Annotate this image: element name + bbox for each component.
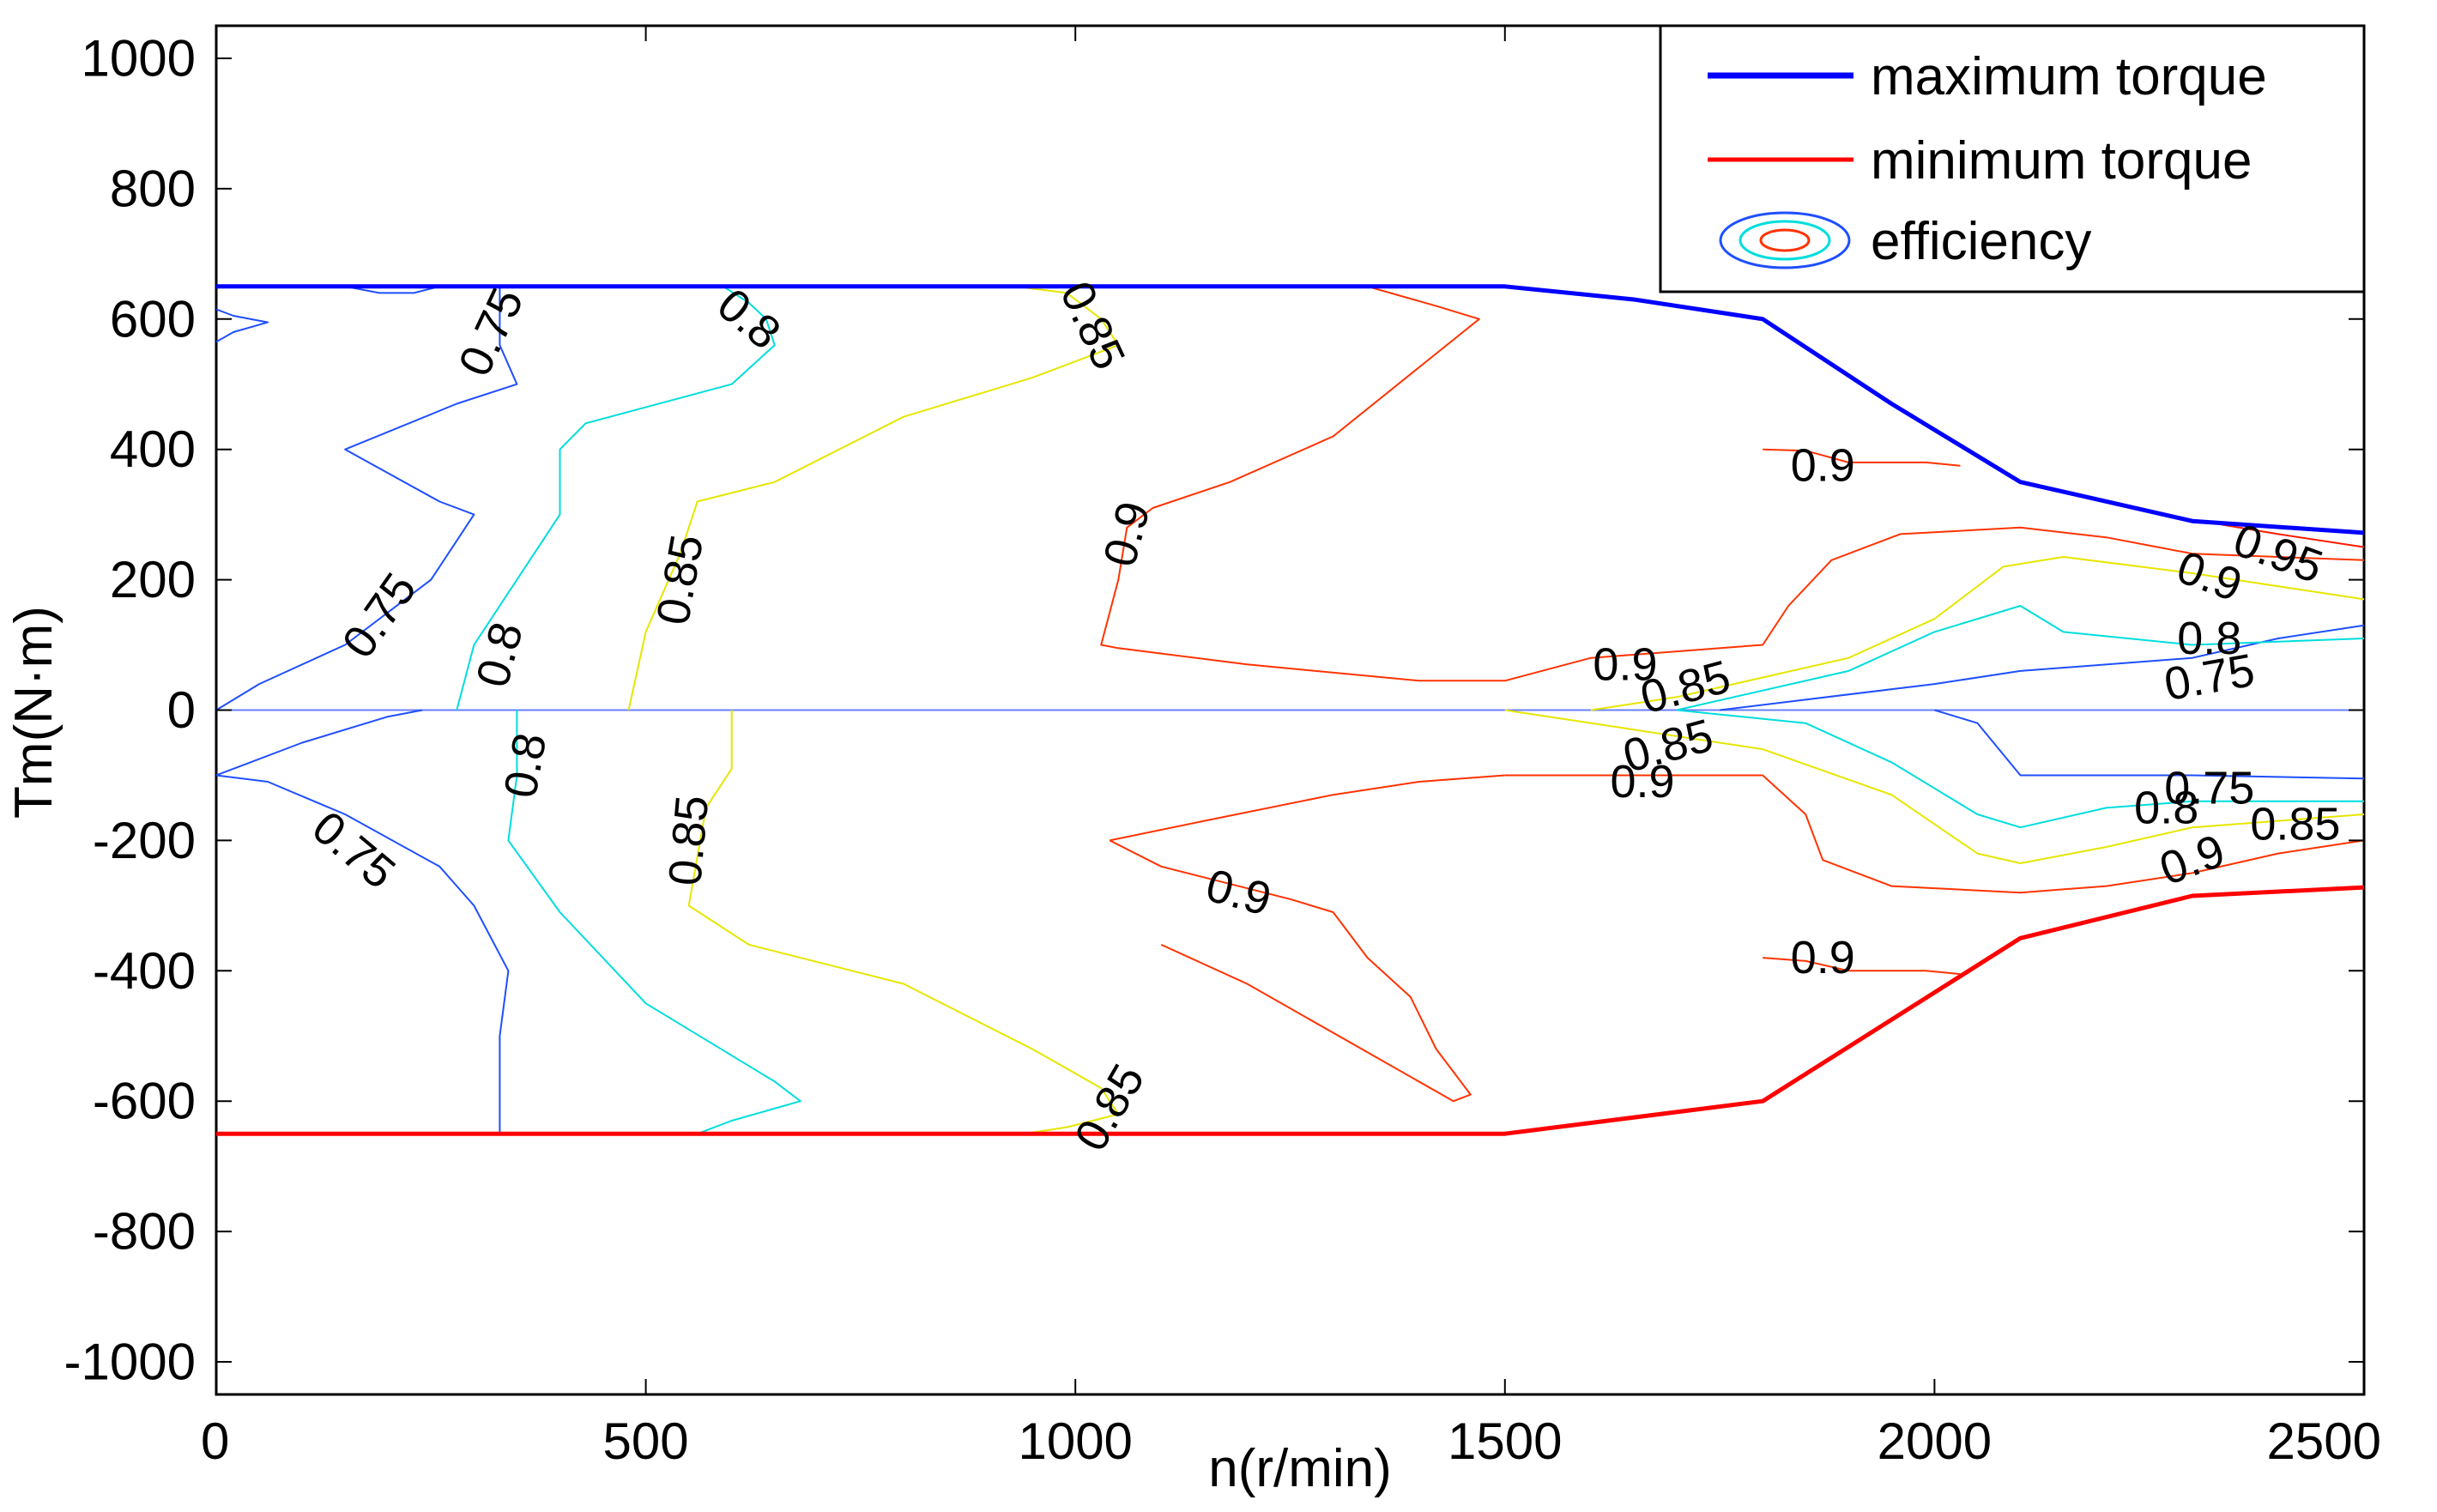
efficiency-contour-09-16: [1504, 774, 2365, 894]
x-tick-label-1000: 1000: [1018, 1412, 1132, 1470]
efficiency-contour-09-20: [1763, 957, 1961, 976]
legend-efficiency-contour-icon: [1719, 211, 1851, 269]
y-tick-label--200: -200: [93, 812, 196, 869]
efficiency-contour-075-1: [345, 285, 440, 294]
efficiency-contour-08-8: [507, 710, 801, 1135]
contour-label-6: 0.8: [2177, 613, 2241, 664]
y-tick-label-400: 400: [110, 420, 196, 478]
y-tick-label--400: -400: [93, 942, 196, 1000]
efficiency-contour-075-5: [1719, 624, 2365, 711]
contour-label-24: 0.85: [2250, 798, 2340, 850]
contour-label-16: 0.8: [494, 729, 556, 801]
contour-label-22: 0.75: [2164, 763, 2254, 814]
efficiency-contour-075-2: [215, 286, 518, 711]
efficiency-contour-075-4: [215, 709, 423, 777]
y-tick-label--1000: -1000: [64, 1334, 196, 1391]
legend-min-torque-label: minimum torque: [1871, 131, 2252, 191]
y-tick-label--800: -800: [93, 1203, 196, 1261]
efficiency-contour-09-17: [1109, 839, 1472, 1103]
efficiency-contour-08-7: [456, 285, 776, 711]
maximum-torque-curve: [216, 284, 2365, 535]
contour-label-3: 0.9: [1791, 440, 1855, 492]
y-tick-label--600: -600: [93, 1073, 196, 1130]
efficiency-contour-09-18: [1109, 774, 1505, 842]
x-tick-label-1500: 1500: [1448, 1412, 1562, 1470]
y-tick-label-0: 0: [167, 681, 196, 739]
y-tick-label-1000: 1000: [82, 29, 196, 87]
efficiency-contour-085-12: [687, 710, 1120, 1135]
minimum-torque-curve: [216, 885, 2365, 1136]
efficiency-contour-08-10: [1676, 709, 2364, 829]
efficiency-contour-075-3: [215, 774, 510, 1134]
y-tick-label-600: 600: [110, 290, 196, 348]
x-tick-label-0: 0: [201, 1412, 229, 1470]
efficiency-contours: [215, 285, 2365, 1135]
contour-label-17: 0.85: [659, 793, 718, 887]
contour-label-20: 0.9: [1791, 932, 1855, 983]
legend-efficiency-label: efficiency: [1871, 212, 2091, 271]
legend-max-torque-label: maximum torque: [1871, 47, 2267, 106]
torque-curves: [216, 284, 2365, 1136]
efficiency-contour-075-0: [215, 308, 269, 343]
efficiency-contour-075-6: [1934, 709, 2365, 780]
legend: maximum torque minimum torque efficiency: [1659, 24, 2366, 293]
efficiency-contour-085-14: [1504, 709, 2365, 864]
y-axis-title: Tm(N·m): [4, 606, 63, 819]
y-tick-label-200: 200: [110, 551, 196, 608]
contour-label-8: 0.9: [1593, 638, 1657, 690]
contour-label-23: 0.8: [2134, 782, 2198, 833]
efficiency-contour-08-9: [1676, 605, 2365, 711]
contour-label-11: 0.9: [1610, 756, 1674, 807]
y-tick-label-800: 800: [110, 160, 196, 217]
efficiency-contour-085-11: [627, 285, 1120, 711]
x-tick-label-2500: 2500: [2267, 1412, 2381, 1470]
x-axis-title: n(r/min): [1208, 1439, 1392, 1498]
x-tick-label-500: 500: [603, 1412, 689, 1470]
efficiency-contour-09-19: [1763, 448, 1961, 467]
efficiency-contour-085-13: [1590, 556, 2365, 711]
efficiency-contour-09-15: [1100, 285, 2365, 682]
axis-ticks: 0 500 1000 1500 2000 250010008006004002000-20…: [64, 26, 2381, 1470]
x-tick-label-2000: 2000: [1878, 1412, 1992, 1470]
